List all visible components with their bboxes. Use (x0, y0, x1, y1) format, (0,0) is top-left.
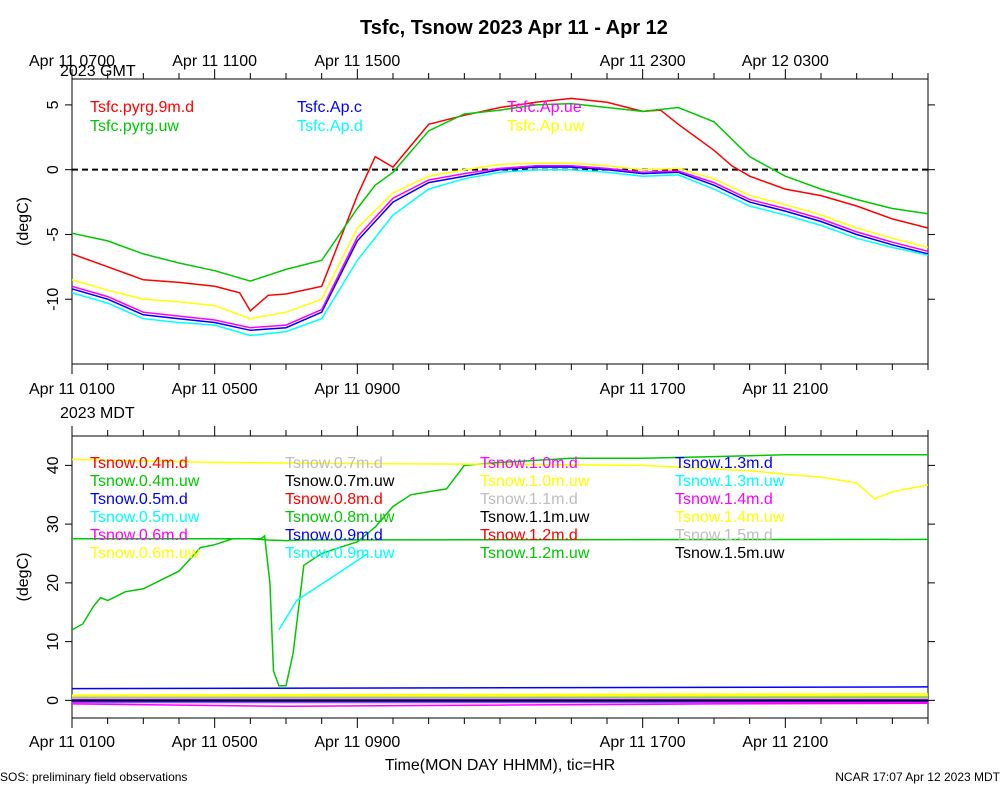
series-line-tsfc-ap-c (72, 166, 928, 332)
legend-entry: Tsnow.0.7m.uw (285, 473, 395, 490)
legend-entry: Tsnow.0.4m.uw (90, 473, 200, 490)
mdt-tick-label-bottom: Apr 11 1700 (600, 734, 686, 751)
y-tick-label: -5 (45, 227, 62, 241)
mdt-tick-label-top: Apr 11 2100 (742, 381, 828, 398)
series-line-tsfc-pyrg-9m-d (72, 97, 928, 313)
legend-entry: Tsfc.Ap.ue (507, 99, 582, 116)
tsfc-panel: 5 0 -5 -10 (degC) Tsfc.pyrg.9m.d Tsfc.pyrg.uw T… (15, 69, 935, 374)
legend-entry: Tsnow.0.5m.uw (90, 509, 200, 526)
legend-entry: Tsfc.pyrg.uw (90, 118, 179, 135)
series-line-tsfc-pyrg-uw (72, 102, 928, 282)
legend-entry: Tsnow.0.6m.d (90, 527, 188, 544)
chart-title: Tsfc, Tsnow 2023 Apr 11 - Apr 12 (360, 17, 668, 39)
series-line-tsnow-1-0m-uw (72, 458, 928, 500)
legend-entry: Tsfc.Ap.d (297, 118, 363, 135)
y-tick-label: 5 (45, 100, 62, 109)
x-axis-label: Time(MON DAY HHMM), tic=HR (385, 757, 615, 774)
y-tick-label: 10 (45, 633, 62, 651)
legend-entry: Tsnow.1.1m.uw (480, 509, 590, 526)
y-tick-label: 40 (45, 456, 62, 474)
y-tick-label: 20 (45, 574, 62, 592)
y-tick-label: 30 (45, 515, 62, 533)
legend-entry: Tsnow.1.1m.d (480, 491, 578, 508)
series-line-tsfc-ap-ue (72, 165, 928, 329)
legend-entry: Tsnow.1.2m.uw (480, 545, 590, 562)
legend-entry: Tsfc.Ap.uw (507, 118, 585, 135)
legend-entry: Tsnow.1.4m.d (675, 491, 773, 508)
series-line-tsnow-0-6m-uw (72, 693, 928, 696)
footer-right: NCAR 17:07 Apr 12 2023 MDT (835, 770, 1000, 784)
legend-entry: Tsnow.0.9m.uw (285, 545, 395, 562)
y-axis-label: (degC) (15, 197, 32, 246)
legend-entry: Tsnow.1.5m.d (675, 527, 773, 544)
mdt-tick-label-bottom: Apr 11 2100 (742, 734, 828, 751)
legend-entry: Tsnow.1.0m.d (480, 455, 578, 472)
legend-entry: Tsnow.1.3m.uw (675, 473, 785, 490)
mdt-tick-label-top: Apr 11 0500 (172, 381, 258, 398)
y-axis-label: (degC) (15, 553, 32, 602)
legend-entry: Tsnow.0.5m.d (90, 491, 188, 508)
mdt-tick-label-bottom: Apr 11 0900 (314, 734, 400, 751)
mdt-tick-label-top: Apr 11 1700 (600, 381, 686, 398)
legend-entry: Tsnow.0.7m.d (285, 455, 383, 472)
gmt-tick-label: Apr 11 1100 (172, 53, 257, 70)
legend-entry: Tsfc.Ap.c (297, 99, 362, 116)
gmt-tick-label: Apr 11 1500 (314, 53, 400, 70)
y-tick-label: 0 (45, 696, 62, 705)
mdt-tick-label-bottom: Apr 11 0500 (172, 734, 258, 751)
legend-entry: Tsfc.pyrg.9m.d (90, 99, 194, 116)
y-tick-label: 0 (45, 165, 62, 174)
series-line-tsnow-0-8m-uw (72, 454, 928, 687)
series-line-tsnow-0-9m-uw (278, 552, 369, 631)
legend-entry: Tsnow.0.8m.uw (285, 509, 395, 526)
legend-entry: Tsnow.1.5m.uw (675, 545, 785, 562)
mdt-zone-label: 2023 MDT (60, 405, 135, 422)
gmt-zone-label: 2023 GMT (60, 63, 136, 80)
mdt-tick-label-bottom: Apr 11 0100 (29, 734, 115, 751)
gmt-tick-label: Apr 12 0300 (742, 53, 829, 70)
legend-entry: Tsnow.0.9m.d (285, 527, 383, 544)
footer-left: SOS: preliminary field observations (0, 770, 187, 784)
mdt-tick-label-top: Apr 11 0100 (29, 381, 115, 398)
series-line-tsnow-0-6m-d (72, 702, 928, 708)
legend-entry: Tsnow.1.0m.uw (480, 473, 590, 490)
legend-entry: Tsnow.0.6m.uw (90, 545, 200, 562)
legend-entry: Tsnow.1.2m.d (480, 527, 578, 544)
series-line-tsfc-ap-d (72, 168, 928, 337)
tsnow-panel: 40 30 20 10 0 (degC) Tsnow.0.4m.dTsnow.0.4m.uw… (15, 426, 935, 728)
legend-entry: Tsnow.1.4m.uw (675, 509, 785, 526)
series-line-tsnow-0-5m-d (72, 686, 928, 690)
gmt-tick-label: Apr 11 2300 (600, 53, 686, 70)
series-line-tsnow-0-4m-uw (72, 538, 928, 631)
legend-entry: Tsnow.0.4m.d (90, 455, 188, 472)
mdt-tick-label-top: Apr 11 0900 (314, 381, 400, 398)
gmt-tick-label: Apr 11 0700 (29, 53, 115, 70)
legend-entry: Tsnow.1.3m.d (675, 455, 773, 472)
y-tick-label: -10 (45, 288, 62, 311)
series-line-tsfc-ap-uw (72, 162, 928, 320)
legend-entry: Tsnow.0.8m.d (285, 491, 383, 508)
